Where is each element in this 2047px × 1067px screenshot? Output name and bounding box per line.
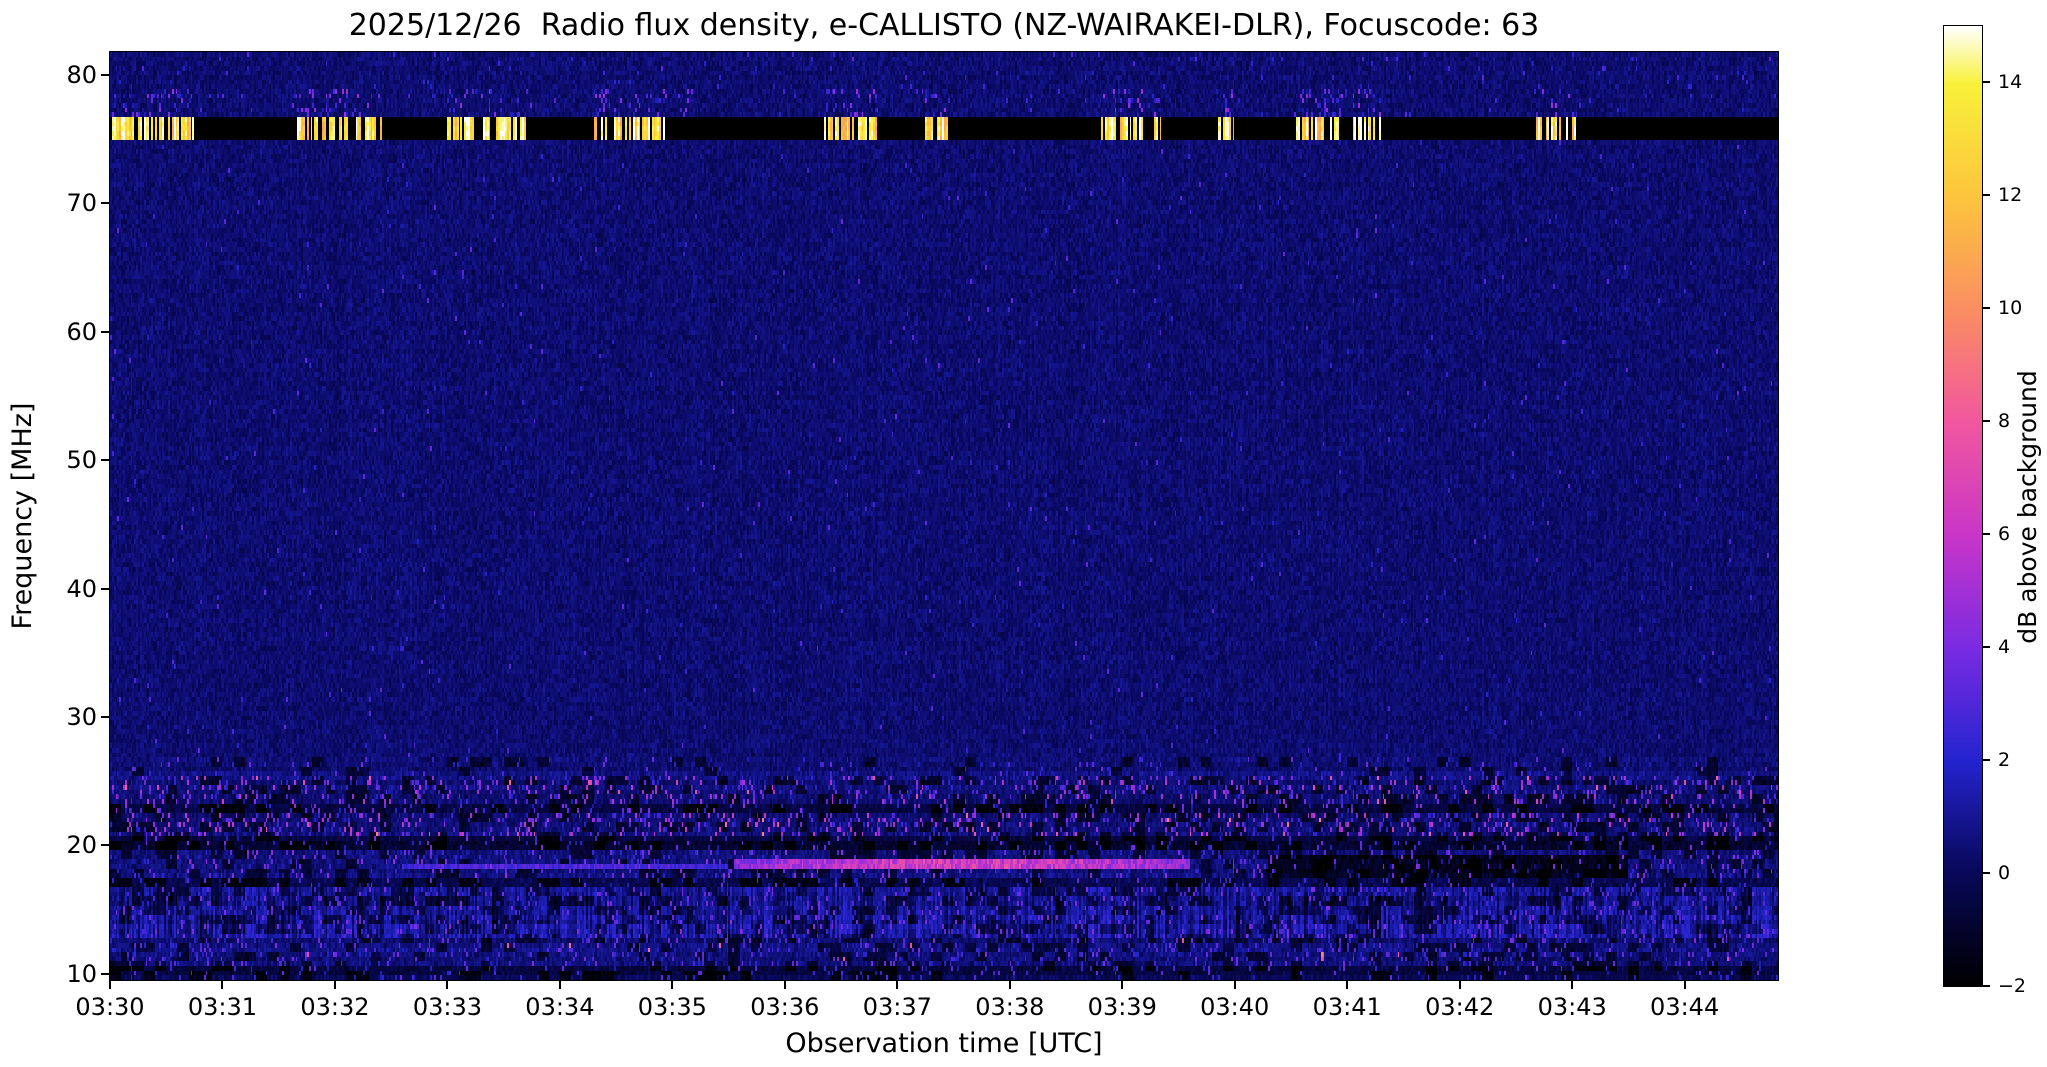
y-tick-label: 10 — [66, 959, 97, 988]
y-tick-label: 30 — [66, 702, 97, 731]
y-tick-mark — [101, 330, 109, 333]
x-tick-mark — [1683, 981, 1686, 989]
x-tick-label: 03:37 — [862, 993, 932, 1021]
x-tick-mark — [1008, 981, 1011, 989]
y-tick-mark — [101, 715, 109, 718]
colorbar-tick-mark — [1983, 420, 1990, 423]
colorbar-tick-label: 4 — [1998, 636, 2011, 659]
x-tick-mark — [109, 981, 111, 989]
colorbar-tick-label: −2 — [1998, 975, 2027, 997]
y-tick-label: 50 — [66, 446, 97, 475]
x-tick-mark — [1233, 981, 1236, 989]
x-tick-mark — [221, 981, 224, 989]
x-tick-label: 03:44 — [1650, 993, 1720, 1021]
x-tick-mark — [896, 981, 899, 989]
colorbar-tick-mark — [1983, 81, 1990, 84]
x-tick-mark — [446, 981, 449, 989]
y-tick-label: 70 — [66, 189, 97, 218]
y-tick-mark — [101, 587, 109, 590]
y-tick-mark — [101, 74, 109, 77]
colorbar-tick-mark — [1983, 307, 1990, 310]
x-tick-mark — [1571, 981, 1574, 989]
spectrogram-canvas — [110, 52, 1778, 980]
colorbar-tick-mark — [1983, 872, 1990, 875]
x-tick-label: 03:36 — [750, 993, 820, 1021]
y-tick-mark — [101, 972, 109, 975]
x-tick-mark — [558, 981, 561, 989]
y-tick-label: 40 — [66, 574, 97, 603]
chart-title: 2025/12/26 Radio flux density, e-CALLIST… — [348, 8, 1540, 43]
x-tick-label: 03:42 — [1425, 993, 1495, 1021]
y-tick-mark — [101, 844, 109, 847]
x-tick-label: 03:38 — [975, 993, 1045, 1021]
colorbar-tick-mark — [1983, 985, 1990, 987]
x-tick-label: 03:40 — [1200, 993, 1270, 1021]
x-tick-label: 03:35 — [637, 993, 707, 1021]
x-tick-label: 03:32 — [300, 993, 370, 1021]
colorbar-tick-label: 8 — [1998, 410, 2011, 433]
y-tick-label: 80 — [66, 61, 97, 90]
x-tick-label: 03:39 — [1087, 993, 1157, 1021]
x-tick-mark — [1346, 981, 1349, 989]
x-tick-label: 03:33 — [412, 993, 482, 1021]
y-tick-mark — [101, 459, 109, 462]
colorbar-tick-label: 12 — [1998, 184, 2023, 207]
x-tick-mark — [1121, 981, 1124, 989]
y-axis-label: Frequency [MHz] — [7, 402, 38, 630]
colorbar-tick-mark — [1983, 533, 1990, 536]
y-tick-mark — [101, 202, 109, 205]
colorbar-tick-mark — [1983, 194, 1990, 197]
x-tick-mark — [1458, 981, 1461, 989]
colorbar-tick-label: 10 — [1998, 297, 2023, 320]
x-tick-mark — [333, 981, 336, 989]
x-axis-label: Observation time [UTC] — [785, 1028, 1103, 1059]
x-tick-label: 03:30 — [75, 993, 145, 1021]
x-tick-label: 03:31 — [187, 993, 258, 1021]
x-tick-label: 03:34 — [525, 993, 595, 1021]
x-tick-mark — [783, 981, 786, 989]
x-tick-label: 03:41 — [1312, 993, 1382, 1021]
x-tick-label: 03:43 — [1537, 993, 1607, 1021]
colorbar-tick-label: 14 — [1998, 71, 2023, 94]
colorbar-label: dB above background — [2013, 370, 2042, 644]
x-tick-mark — [671, 981, 674, 989]
colorbar-tick-label: 6 — [1998, 523, 2011, 546]
colorbar-tick-mark — [1983, 759, 1990, 762]
colorbar-tick-mark — [1983, 646, 1990, 649]
colorbar-tick-label: 0 — [1998, 862, 2011, 885]
y-tick-label: 60 — [66, 317, 97, 346]
y-tick-label: 20 — [66, 831, 97, 860]
colorbar-gradient — [1944, 26, 1982, 986]
colorbar-tick-label: 2 — [1998, 749, 2011, 772]
